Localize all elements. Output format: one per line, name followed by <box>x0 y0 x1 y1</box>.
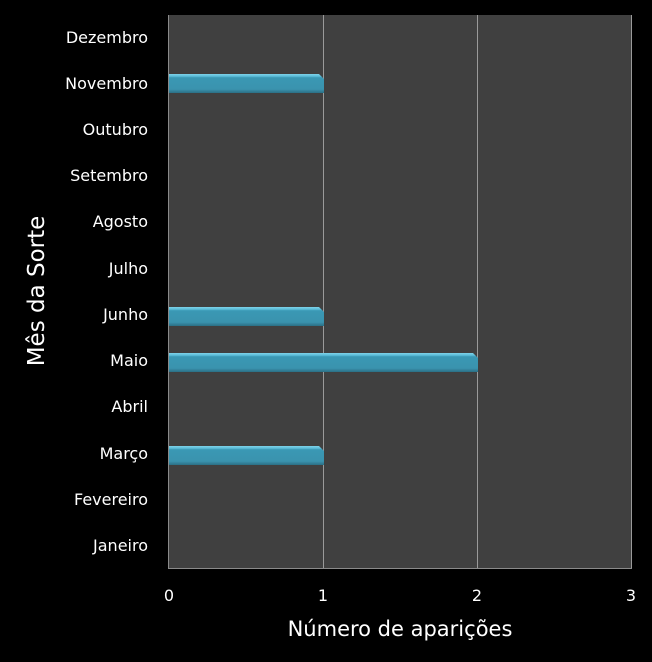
bar-novembro <box>169 74 324 93</box>
gridline-3 <box>631 15 632 568</box>
x-tick-label: 0 <box>163 586 175 605</box>
category-label: Julho <box>108 259 148 278</box>
bar-maio <box>169 353 478 372</box>
category-label: Janeiro <box>93 536 148 555</box>
category-label: Novembro <box>65 74 148 93</box>
category-label: Agosto <box>92 212 148 231</box>
category-label: Maio <box>110 351 148 370</box>
y-axis-title: Mês da Sorte <box>24 215 50 367</box>
x-tick-label: 3 <box>625 586 637 605</box>
bar-marco <box>169 446 324 465</box>
gridline-2 <box>477 15 478 568</box>
category-label: Março <box>99 444 148 463</box>
plot-area <box>168 15 632 569</box>
x-tick-label: 2 <box>471 586 483 605</box>
bar-junho <box>169 307 324 326</box>
category-label: Dezembro <box>65 28 148 47</box>
gridline-1 <box>323 15 324 568</box>
category-label: Junho <box>103 305 148 324</box>
category-label: Outubro <box>82 120 148 139</box>
category-label: Fevereiro <box>73 490 148 509</box>
x-axis-title: Número de aparições <box>287 617 513 641</box>
category-label: Abril <box>111 397 148 416</box>
x-tick-label: 1 <box>317 586 329 605</box>
category-label: Setembro <box>70 166 148 185</box>
